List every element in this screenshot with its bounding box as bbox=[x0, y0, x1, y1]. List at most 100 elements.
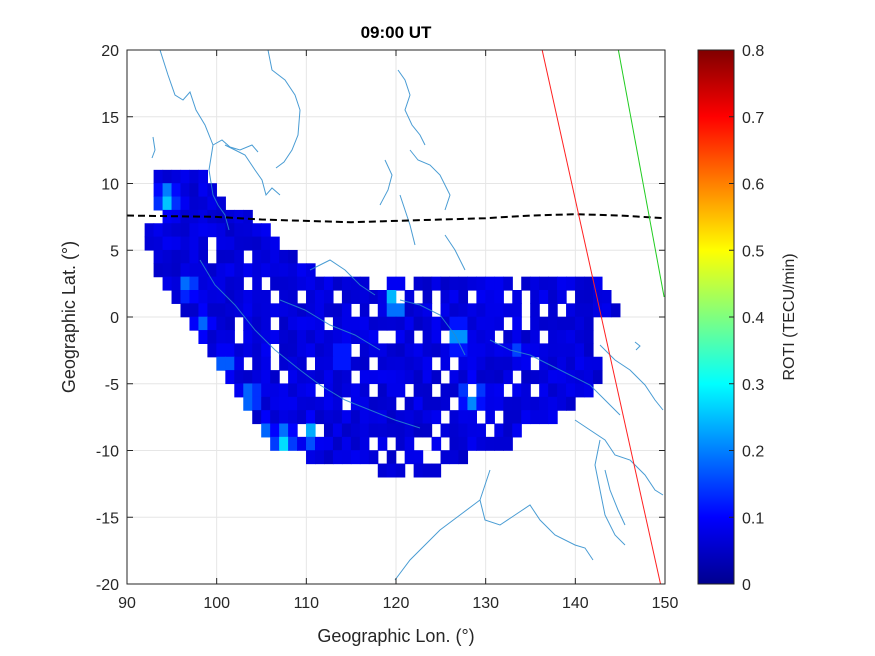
heatmap-cell bbox=[413, 343, 424, 358]
heatmap-cell bbox=[413, 303, 424, 318]
y-tick-label: -5 bbox=[105, 377, 119, 394]
heatmap-cell bbox=[198, 196, 208, 211]
heatmap-cell bbox=[512, 343, 522, 358]
x-tick-label: 130 bbox=[472, 595, 499, 612]
heatmap-cell bbox=[422, 330, 433, 344]
heatmap-cell bbox=[494, 370, 504, 385]
heatmap-cell bbox=[449, 316, 460, 331]
heatmap-cell bbox=[458, 396, 469, 411]
heatmap-cell bbox=[386, 343, 397, 358]
heatmap-cell bbox=[413, 370, 424, 385]
heatmap-cell bbox=[315, 450, 325, 465]
heatmap-cell bbox=[359, 410, 370, 425]
heatmap-cell bbox=[261, 383, 271, 398]
heatmap-cell bbox=[350, 290, 361, 304]
heatmap-cell bbox=[548, 330, 558, 344]
heatmap-cell bbox=[180, 276, 191, 291]
heatmap-cell bbox=[243, 263, 253, 278]
heatmap-cell bbox=[297, 410, 307, 425]
heatmap-cell bbox=[592, 370, 603, 385]
heatmap-cell bbox=[350, 316, 361, 331]
heatmap-cell bbox=[162, 183, 173, 198]
heatmap-cell bbox=[180, 223, 191, 238]
heatmap-cell bbox=[494, 276, 504, 291]
heatmap-cell bbox=[449, 290, 460, 304]
heatmap-cell bbox=[216, 236, 226, 251]
heatmap-cell bbox=[467, 316, 477, 331]
heatmap-cell bbox=[270, 396, 280, 411]
heatmap-cell bbox=[198, 223, 208, 238]
heatmap-cell bbox=[243, 290, 253, 304]
chart-title: 09:00 UT bbox=[361, 23, 432, 42]
heatmap-cell bbox=[404, 316, 415, 331]
heatmap-cell bbox=[332, 303, 343, 318]
heatmap-cell bbox=[261, 356, 271, 371]
heatmap-cell bbox=[341, 303, 352, 318]
heatmap-cell bbox=[476, 396, 486, 411]
heatmap-cell bbox=[539, 383, 549, 398]
heatmap-cell bbox=[539, 343, 549, 358]
heatmap-cell bbox=[297, 356, 307, 371]
heatmap-cell bbox=[575, 276, 585, 291]
heatmap-cell bbox=[377, 370, 388, 385]
heatmap-cell bbox=[413, 463, 424, 478]
heatmap-cell bbox=[503, 356, 513, 371]
heatmap-cell bbox=[180, 196, 191, 211]
heatmap-cell bbox=[270, 370, 280, 385]
heatmap-cell bbox=[386, 423, 397, 438]
heatmap-cell bbox=[252, 303, 262, 318]
heatmap-cell bbox=[180, 183, 191, 198]
heatmap-cell bbox=[261, 303, 271, 318]
heatmap-cell bbox=[476, 303, 486, 318]
heatmap-cell bbox=[530, 410, 540, 425]
heatmap-cell bbox=[261, 263, 271, 278]
heatmap-cell bbox=[297, 436, 307, 451]
heatmap-cell bbox=[467, 410, 477, 425]
heatmap-cell bbox=[458, 423, 469, 438]
y-axis-label: Geographic Lat. (°) bbox=[59, 241, 79, 393]
heatmap-cell bbox=[377, 436, 388, 451]
heatmap-cell bbox=[162, 196, 173, 211]
heatmap-cell bbox=[189, 263, 200, 278]
heatmap-cell bbox=[315, 330, 325, 344]
heatmap-cell bbox=[153, 249, 164, 264]
heatmap-cell bbox=[431, 316, 442, 331]
heatmap-cell bbox=[279, 343, 289, 358]
heatmap-cell bbox=[449, 423, 460, 438]
heatmap-cell bbox=[162, 236, 173, 251]
heatmap-cell bbox=[440, 383, 451, 398]
heatmap-cell bbox=[288, 303, 298, 318]
heatmap-cell bbox=[503, 276, 513, 291]
heatmap-cell bbox=[422, 290, 433, 304]
heatmap-cell bbox=[341, 290, 352, 304]
heatmap-cell bbox=[359, 330, 370, 344]
heatmap-cell bbox=[270, 423, 280, 438]
heatmap-cell bbox=[557, 316, 567, 331]
heatmap-cell bbox=[341, 410, 352, 425]
heatmap-cell bbox=[270, 383, 280, 398]
heatmap-cell bbox=[458, 450, 469, 465]
heatmap-cell bbox=[575, 290, 585, 304]
roti-heatmap bbox=[144, 169, 621, 478]
x-tick-label: 140 bbox=[562, 595, 589, 612]
heatmap-cell bbox=[431, 463, 442, 478]
heatmap-cell bbox=[216, 290, 226, 304]
x-tick-label: 110 bbox=[294, 595, 320, 612]
heatmap-cell bbox=[422, 396, 433, 411]
heatmap-cell bbox=[485, 290, 495, 304]
heatmap-cell bbox=[521, 330, 531, 344]
heatmap-cell bbox=[270, 236, 280, 251]
heatmap-cell bbox=[171, 263, 182, 278]
heatmap-cell bbox=[503, 303, 513, 318]
heatmap-cell bbox=[530, 303, 540, 318]
heatmap-cell bbox=[503, 396, 513, 411]
heatmap-cell bbox=[341, 450, 352, 465]
heatmap-cell bbox=[404, 423, 415, 438]
heatmap-cell bbox=[216, 276, 226, 291]
heatmap-cell bbox=[225, 276, 235, 291]
heatmap-cell bbox=[539, 370, 549, 385]
heatmap-cell bbox=[494, 396, 504, 411]
heatmap-cell bbox=[243, 343, 253, 358]
heatmap-cell bbox=[189, 236, 200, 251]
heatmap-cell bbox=[485, 343, 495, 358]
